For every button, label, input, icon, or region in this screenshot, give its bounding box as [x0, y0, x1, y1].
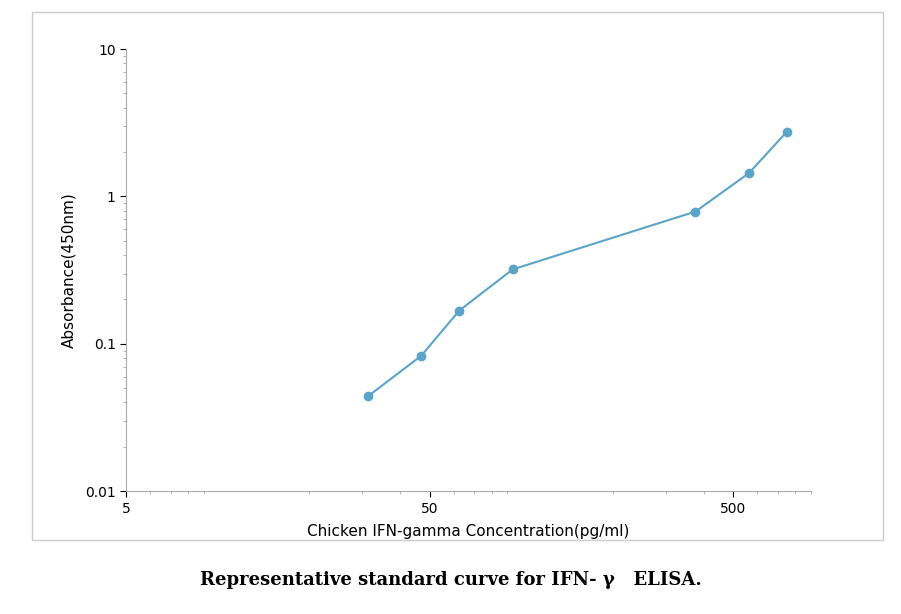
- X-axis label: Chicken IFN-gamma Concentration(pg/ml): Chicken IFN-gamma Concentration(pg/ml): [307, 524, 630, 539]
- Text: Representative standard curve for IFN- γ   ELISA.: Representative standard curve for IFN- γ…: [200, 571, 701, 589]
- Y-axis label: Absorbance(450nm): Absorbance(450nm): [61, 192, 77, 348]
